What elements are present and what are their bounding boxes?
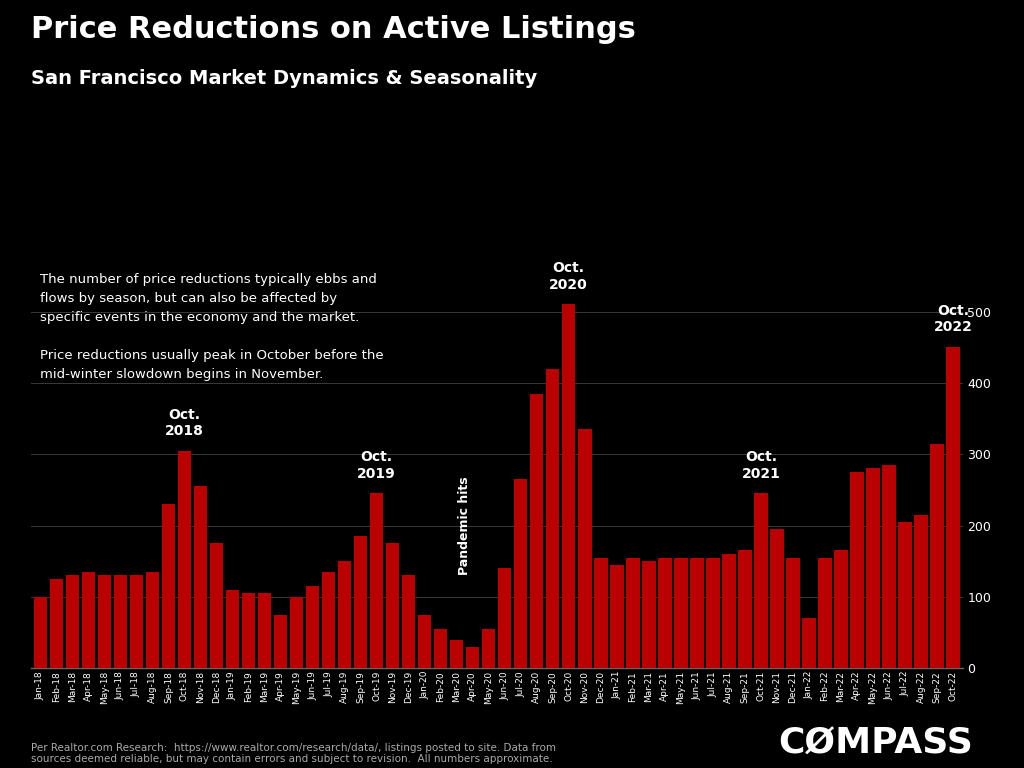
Text: Oct.
2020: Oct. 2020 xyxy=(549,261,588,292)
Bar xyxy=(322,572,335,668)
Bar xyxy=(498,568,511,668)
Bar xyxy=(34,597,47,668)
Bar xyxy=(578,429,592,668)
Bar xyxy=(514,479,527,668)
Bar xyxy=(114,575,127,668)
Bar xyxy=(738,551,752,668)
Bar xyxy=(225,590,240,668)
Bar xyxy=(273,614,288,668)
Bar xyxy=(674,558,687,668)
Text: The number of price reductions typically ebbs and
flows by season, but can also : The number of price reductions typically… xyxy=(40,273,384,381)
Bar xyxy=(770,529,783,668)
Bar xyxy=(306,586,319,668)
Bar xyxy=(450,640,464,668)
Bar xyxy=(49,579,63,668)
Text: Price Reductions on Active Listings: Price Reductions on Active Listings xyxy=(31,15,636,45)
Bar xyxy=(914,515,928,668)
Bar xyxy=(177,451,191,668)
Bar xyxy=(866,468,880,668)
Bar xyxy=(418,614,431,668)
Bar xyxy=(754,494,768,668)
Bar xyxy=(786,558,800,668)
Text: CØMPASS: CØMPASS xyxy=(778,727,973,760)
Bar xyxy=(850,472,863,668)
Text: Oct.
2021: Oct. 2021 xyxy=(741,450,780,481)
Bar xyxy=(466,647,479,668)
Bar xyxy=(338,561,351,668)
Bar xyxy=(898,522,911,668)
Bar xyxy=(162,504,175,668)
Text: San Francisco Market Dynamics & Seasonality: San Francisco Market Dynamics & Seasonal… xyxy=(31,69,537,88)
Bar xyxy=(401,575,416,668)
Bar xyxy=(594,558,607,668)
Text: Oct.
2022: Oct. 2022 xyxy=(934,304,973,334)
Bar xyxy=(818,558,831,668)
Text: Oct.
2019: Oct. 2019 xyxy=(357,450,396,481)
Bar xyxy=(482,629,496,668)
Bar xyxy=(930,444,944,668)
Bar xyxy=(194,486,207,668)
Bar xyxy=(706,558,720,668)
Bar xyxy=(370,494,383,668)
Bar xyxy=(97,575,112,668)
Bar xyxy=(802,618,816,668)
Text: Pandemic hits: Pandemic hits xyxy=(458,476,471,574)
Bar xyxy=(610,564,624,668)
Bar xyxy=(242,593,255,668)
Bar xyxy=(258,593,271,668)
Bar xyxy=(562,304,575,668)
Bar xyxy=(130,575,143,668)
Text: Oct.
2018: Oct. 2018 xyxy=(165,408,204,438)
Bar xyxy=(722,554,735,668)
Bar xyxy=(386,544,399,668)
Bar xyxy=(690,558,703,668)
Bar xyxy=(642,561,655,668)
Bar xyxy=(835,551,848,668)
Bar xyxy=(82,572,95,668)
Bar xyxy=(546,369,559,668)
Bar xyxy=(210,544,223,668)
Bar xyxy=(290,597,303,668)
Text: Per Realtor.com Research:  https://www.realtor.com/research/data/, listings post: Per Realtor.com Research: https://www.re… xyxy=(31,743,556,764)
Bar xyxy=(882,465,896,668)
Bar xyxy=(145,572,159,668)
Bar xyxy=(529,394,544,668)
Bar xyxy=(353,536,368,668)
Bar xyxy=(658,558,672,668)
Bar xyxy=(434,629,447,668)
Bar xyxy=(626,558,640,668)
Bar xyxy=(66,575,79,668)
Bar xyxy=(946,347,959,668)
